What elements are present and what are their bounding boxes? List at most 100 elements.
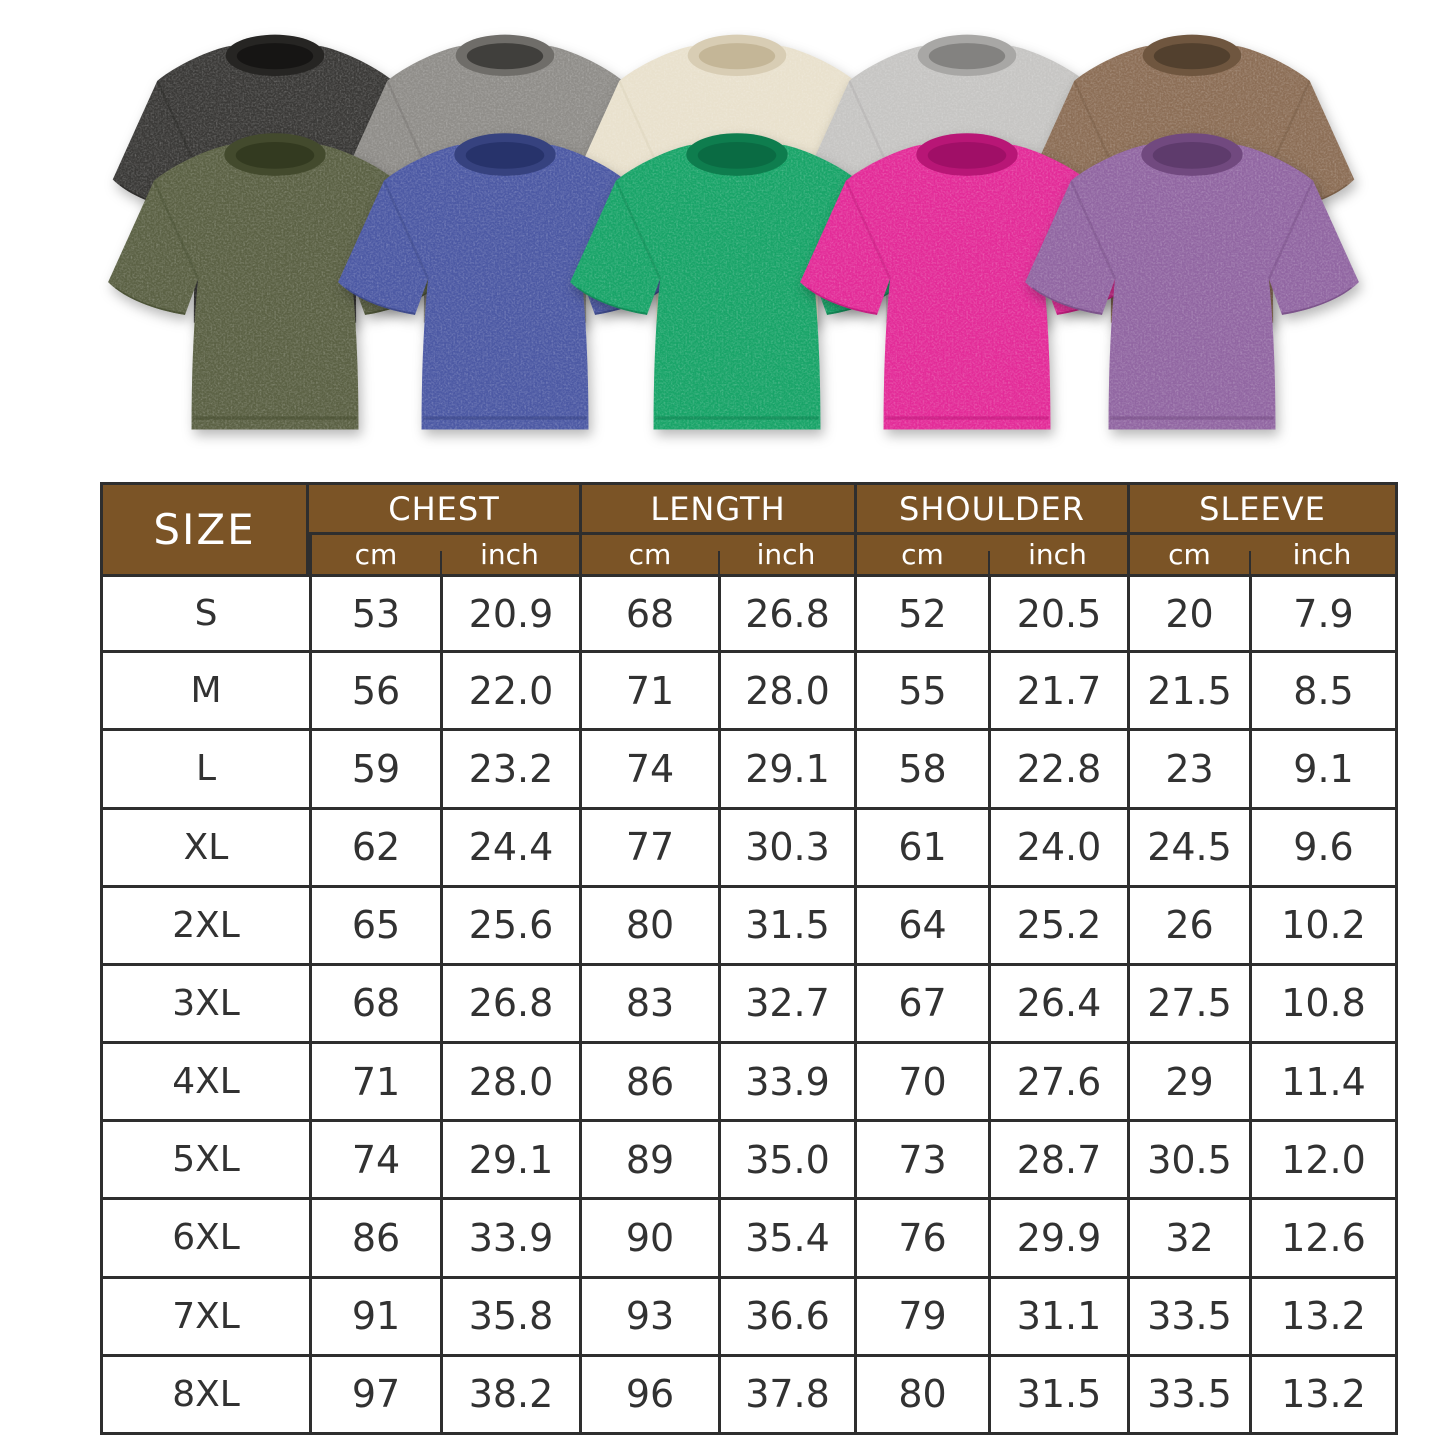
value-cell: 26 [1127, 884, 1249, 963]
value-cell: 80 [579, 884, 718, 963]
value-cell: 24.4 [440, 806, 579, 885]
value-cell: 13.2 [1249, 1353, 1395, 1432]
size-row-XL: XL 62 24.4 77 30.3 61 24.0 24.5 9.6 [103, 806, 1395, 885]
size-cell: 7XL [103, 1275, 309, 1354]
size-row-4XL: 4XL 71 28.0 86 33.9 70 27.6 29 11.4 [103, 1041, 1395, 1120]
value-cell: 29.1 [718, 728, 854, 807]
value-cell: 33.9 [440, 1197, 579, 1276]
value-cell: 38.2 [440, 1353, 579, 1432]
value-cell: 33.5 [1127, 1275, 1249, 1354]
value-cell: 10.2 [1249, 884, 1395, 963]
value-cell: 89 [579, 1119, 718, 1198]
value-cell: 61 [854, 806, 988, 885]
value-cell: 53 [309, 577, 440, 651]
value-cell: 27.6 [988, 1041, 1127, 1120]
unit-cm-label: cm [854, 535, 988, 577]
value-cell: 91 [309, 1275, 440, 1354]
value-cell: 29.9 [988, 1197, 1127, 1276]
value-cell: 29.1 [440, 1119, 579, 1198]
value-cell: 28.7 [988, 1119, 1127, 1198]
size-cell: 5XL [103, 1119, 309, 1197]
value-cell: 58 [854, 728, 988, 807]
value-cell: 52 [854, 577, 988, 651]
value-cell: 13.2 [1249, 1275, 1395, 1354]
size-row-2XL: 2XL 65 25.6 80 31.5 64 25.2 26 10.2 [103, 884, 1395, 963]
value-cell: 22.0 [440, 650, 579, 729]
value-cell: 62 [309, 806, 440, 885]
value-cell: 21.5 [1127, 650, 1249, 729]
size-row-5XL: 5XL 74 29.1 89 35.0 73 28.7 30.5 12.0 [103, 1119, 1395, 1198]
value-cell: 79 [854, 1275, 988, 1354]
value-cell: 12.6 [1249, 1197, 1395, 1276]
value-cell: 93 [579, 1275, 718, 1354]
value-cell: 28.0 [718, 650, 854, 729]
value-cell: 33.5 [1127, 1353, 1249, 1432]
column-group-sleeve: SLEEVE [1127, 485, 1395, 535]
value-cell: 29 [1127, 1041, 1249, 1120]
value-cell: 11.4 [1249, 1041, 1395, 1120]
value-cell: 23 [1127, 728, 1249, 807]
size-row-6XL: 6XL 86 33.9 90 35.4 76 29.9 32 12.6 [103, 1197, 1395, 1276]
size-cell: S [194, 593, 218, 635]
value-cell: 35.0 [718, 1119, 854, 1198]
value-cell: 26.4 [988, 962, 1127, 1042]
unit-cm-label: cm [1127, 535, 1249, 577]
value-cell: 90 [579, 1197, 718, 1276]
value-cell: 37.8 [718, 1353, 854, 1432]
size-cell: 6XL [103, 1197, 309, 1275]
value-cell: 56 [309, 650, 440, 729]
unit-inch-label: inch [440, 535, 579, 577]
value-cell: 68 [579, 577, 718, 651]
size-row-M: M 56 22.0 71 28.0 55 21.7 21.5 8.5 [103, 650, 1395, 729]
value-cell: 9.1 [1249, 728, 1395, 807]
size-cell: 8XL [103, 1353, 309, 1432]
value-cell: 8.5 [1249, 650, 1395, 729]
value-cell: 7.9 [1249, 577, 1395, 651]
value-cell: 12.0 [1249, 1119, 1395, 1198]
value-cell: 86 [579, 1041, 718, 1120]
value-cell: 71 [579, 650, 718, 729]
value-cell: 31.1 [988, 1275, 1127, 1354]
value-cell: 28.0 [440, 1041, 579, 1120]
value-cell: 26.8 [440, 962, 579, 1042]
unit-cm-label: cm [579, 535, 718, 577]
value-cell: 36.6 [718, 1275, 854, 1354]
size-cell: 4XL [103, 1041, 309, 1119]
value-cell: 25.6 [440, 884, 579, 963]
value-cell: 22.8 [988, 728, 1127, 807]
value-cell: 67 [854, 962, 988, 1042]
size-row-3XL: 3XL 68 26.8 83 32.7 67 26.4 27.5 10.8 [103, 962, 1395, 1042]
value-cell: 20.9 [440, 577, 579, 651]
value-cell: 9.6 [1249, 806, 1395, 885]
value-cell: 35.8 [440, 1275, 579, 1354]
value-cell: 76 [854, 1197, 988, 1276]
size-row-7XL: 7XL 91 35.8 93 36.6 79 31.1 33.5 13.2 [103, 1275, 1395, 1354]
value-cell: 23.2 [440, 728, 579, 807]
value-cell: 20.5 [988, 577, 1127, 651]
value-cell: 74 [309, 1119, 440, 1198]
unit-cm-label: cm [309, 535, 440, 577]
size-cell: M [103, 650, 309, 728]
value-cell: 65 [309, 884, 440, 963]
size-cell: 2XL [103, 884, 309, 963]
value-cell: 70 [854, 1041, 988, 1120]
value-cell: 86 [309, 1197, 440, 1276]
tshirt-display [0, 0, 1445, 480]
value-cell: 30.5 [1127, 1119, 1249, 1198]
value-cell: 24.5 [1127, 806, 1249, 885]
tshirt-purple [1025, 133, 1359, 430]
value-cell: 24.0 [988, 806, 1127, 885]
unit-inch-label: inch [1249, 535, 1395, 577]
value-cell: 73 [854, 1119, 988, 1198]
column-group-length: LENGTH [579, 485, 854, 535]
unit-inch-label: inch [718, 535, 854, 577]
column-group-chest: CHEST [309, 485, 579, 535]
size-row-8XL: 8XL 97 38.2 96 37.8 80 31.5 33.5 13.2 [103, 1353, 1395, 1432]
size-row-L: L 59 23.2 74 29.1 58 22.8 23 9.1 [103, 728, 1395, 807]
size-cell: XL [103, 806, 309, 885]
size-cell: L [103, 728, 309, 806]
column-group-shoulder: SHOULDER [854, 485, 1127, 535]
value-cell: 55 [854, 650, 988, 729]
value-cell: 35.4 [718, 1197, 854, 1276]
value-cell: 71 [309, 1041, 440, 1120]
